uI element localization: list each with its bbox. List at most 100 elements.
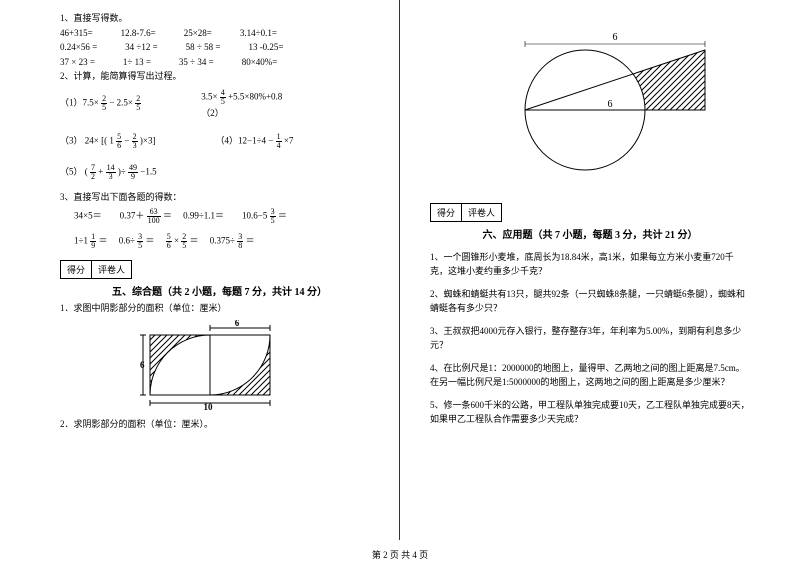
- a: 1÷1: [74, 235, 88, 245]
- q2-d: （4）12−1÷4 − 14 ×7: [216, 133, 294, 150]
- score-label: 得分: [61, 261, 92, 278]
- q2-ab: （1）7.5× 25 − 2.5× 25 3.5× 45 +5.5×80%+0.…: [60, 89, 379, 119]
- c: 0.99÷1.1＝ 10.6−5: [183, 210, 267, 220]
- frac: 63100: [147, 208, 161, 225]
- plus: +: [98, 167, 103, 177]
- q2-cd: （3） 24× [( 1 56 − 23 )×3] （4）12−1÷4 − 14…: [60, 133, 379, 150]
- frac: 25: [135, 95, 141, 112]
- score-box: 得分 评卷人: [430, 203, 502, 222]
- fig1-label-top: 6: [235, 320, 240, 328]
- q1-row-2: 0.24×56 = 34 ÷12 = 58 ÷ 58 = 13 -0.25=: [60, 41, 379, 54]
- eq: ＝: [245, 235, 254, 245]
- pre: 3.5×: [201, 92, 217, 102]
- cell: 58 ÷ 58 =: [186, 41, 221, 54]
- frac: 19: [90, 233, 96, 250]
- fig2-label-mid: 6: [608, 99, 613, 110]
- cell: 12.8-7.6=: [121, 27, 156, 40]
- q3-title: 3、直接写出下面各题的得数：: [60, 191, 379, 204]
- d: 0.375÷: [210, 235, 235, 245]
- cell: 0.24×56 =: [60, 41, 97, 54]
- fig1-label-bottom: 10: [204, 402, 214, 410]
- post: +5.5×80%+0.8: [228, 92, 282, 102]
- frac: 56: [116, 133, 122, 150]
- q6-5: 5、修一条600千米的公路，甲工程队单独完成要10天，乙工程队单独完成要8天，如…: [430, 399, 750, 426]
- b: 0.6÷: [119, 235, 135, 245]
- label: （1）7.5×: [60, 98, 99, 108]
- open: [(: [101, 136, 107, 146]
- cell: 3.14÷0.1=: [240, 27, 277, 40]
- q3-row1: 34×5＝ 0.37＋ 63100 ＝ 0.99÷1.1＝ 10.6−5 35 …: [74, 208, 379, 225]
- mid: − 2.5×: [109, 98, 135, 108]
- close: )÷: [118, 167, 126, 177]
- cell: 46+315=: [60, 27, 93, 40]
- q1-title: 1、直接写得数。: [60, 12, 379, 25]
- a: 34×5＝ 0.37＋: [74, 210, 144, 220]
- pre: 24×: [85, 136, 99, 146]
- frac: 72: [90, 164, 96, 181]
- figure-1: 6 6 10: [140, 320, 300, 410]
- frac: 499: [128, 164, 138, 181]
- grader-label: 评卷人: [92, 261, 131, 278]
- cell: 13 -0.25=: [248, 41, 283, 54]
- q1-row-3: 37 × 23 = 1÷ 13 = 35 ÷ 34 = 80×40%=: [60, 56, 379, 69]
- q5-1: 1．求图中阴影部分的面积（单位：厘米）: [60, 302, 379, 315]
- fig1-label-left: 6: [140, 360, 145, 370]
- q2-title: 2、计算，能简算得写出过程。: [60, 70, 379, 83]
- cell: 80×40%=: [242, 56, 278, 69]
- post: −1.5: [140, 167, 156, 177]
- frac: 25: [101, 95, 107, 112]
- eq: ＝: [98, 235, 107, 245]
- q5-2: 2．求阴影部分的面积（单位：厘米）。: [60, 418, 379, 431]
- score-label: 得分: [431, 204, 462, 221]
- post: ×7: [284, 136, 294, 146]
- q6-4: 4、在比例尺是1：2000000的地图上，量得甲、乙两地之间的图上距离是7.5c…: [430, 362, 750, 389]
- frac: 38: [237, 233, 243, 250]
- page-footer: 第 2 页 共 4 页: [0, 548, 800, 561]
- frac: 14: [276, 133, 282, 150]
- eq: ＝: [163, 210, 172, 220]
- label: （4）12−1÷4 −: [216, 136, 276, 146]
- q6-3: 3、王叔叔把4000元存入银行，整存整存3年，年利率为5.00%，到期有利息多少…: [430, 325, 750, 352]
- q2-b: 3.5× 45 +5.5×80%+0.8 （2）: [201, 89, 282, 119]
- label: （5）: [60, 167, 83, 177]
- frac: 143: [106, 164, 116, 181]
- left-column: 1、直接写得数。 46+315= 12.8-7.6= 25×28= 3.14÷0…: [0, 0, 400, 540]
- frac: 56: [166, 233, 172, 250]
- frac: 35: [270, 208, 276, 225]
- cell: 25×28=: [184, 27, 212, 40]
- q3-row2: 1÷1 19 ＝ 0.6÷ 35 ＝ 56 × 25 ＝ 0.375÷ 38 ＝: [74, 233, 379, 250]
- frac: 25: [181, 233, 187, 250]
- q1-row-1: 46+315= 12.8-7.6= 25×28= 3.14÷0.1=: [60, 27, 379, 40]
- fig2-label-top: 6: [613, 32, 618, 43]
- q2-e: （5） ( 72 + 143 )÷ 499 −1.5: [60, 164, 379, 181]
- q2-a: （1）7.5× 25 − 2.5× 25: [60, 95, 141, 112]
- section6-title: 六、应用题（共 7 小题，每题 3 分，共计 21 分）: [430, 226, 750, 241]
- minus: −: [124, 136, 129, 146]
- cell: 35 ÷ 34 =: [179, 56, 214, 69]
- q6-1: 1、一个圆锥形小麦堆，底周长为18.84米，高1米，如果每立方米小麦重720千克…: [430, 251, 750, 278]
- q2-e-item: （5） ( 72 + 143 )÷ 499 −1.5: [60, 164, 157, 181]
- whole: 1: [109, 136, 114, 146]
- frac: 23: [132, 133, 138, 150]
- section5-title: 五、综合题（共 2 小题，每题 7 分，共计 14 分）: [60, 283, 379, 298]
- frac: 45: [220, 89, 226, 106]
- frac: 35: [137, 233, 143, 250]
- label: （3）: [60, 136, 83, 146]
- eq: ＝: [190, 235, 199, 245]
- q6-2: 2、蜘蛛和蜻蜓共有13只，腿共92条（一只蜘蛛8条腿，一只蜻蜓6条腿），蜘蛛和蜻…: [430, 288, 750, 315]
- cell: 1÷ 13 =: [123, 56, 151, 69]
- page: 1、直接写得数。 46+315= 12.8-7.6= 25×28= 3.14÷0…: [0, 0, 800, 540]
- label: （2）: [201, 108, 224, 118]
- cell: 34 ÷12 =: [125, 41, 158, 54]
- cell: 37 × 23 =: [60, 56, 95, 69]
- q2-c: （3） 24× [( 1 56 − 23 )×3]: [60, 133, 156, 150]
- score-box: 得分 评卷人: [60, 260, 132, 279]
- close: )×3]: [140, 136, 156, 146]
- mid: ×: [174, 235, 179, 245]
- figure-2: 6 6: [490, 20, 730, 185]
- eq: ＝: [145, 235, 154, 245]
- eq: ＝: [278, 210, 287, 220]
- grader-label: 评卷人: [462, 204, 501, 221]
- right-column: 6 6 得分 评卷人 六、应用题（共 7 小题，每题 3 分，共计 21 分） …: [400, 0, 800, 540]
- open: (: [85, 167, 88, 177]
